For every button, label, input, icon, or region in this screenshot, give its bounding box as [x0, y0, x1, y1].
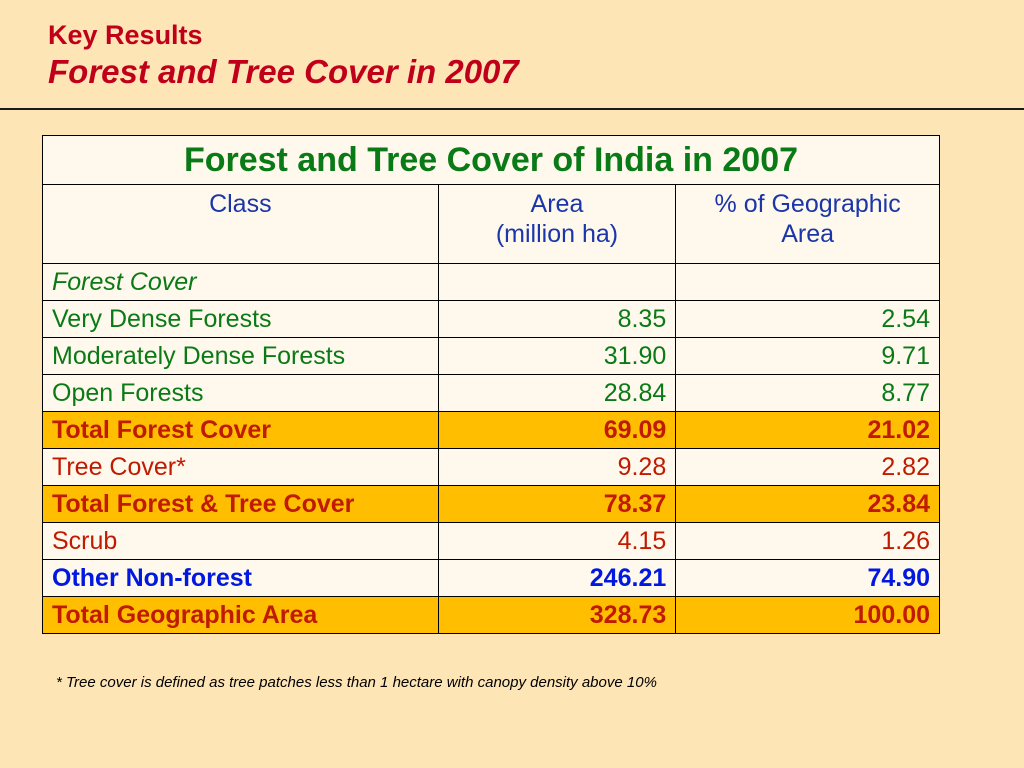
- section-label: Forest Cover: [42, 263, 439, 301]
- total-row: Total Geographic Area 328.73 100.00: [42, 596, 940, 634]
- table-caption: Forest and Tree Cover of India in 2007: [42, 135, 940, 185]
- row-pct: 21.02: [675, 411, 940, 449]
- header-area: Area (million ha): [437, 184, 677, 264]
- row-pct: 74.90: [675, 559, 940, 597]
- row-label: Scrub: [42, 522, 439, 560]
- row-label: Total Geographic Area: [42, 596, 439, 634]
- row-area: 9.28: [437, 448, 677, 486]
- row-pct: 100.00: [675, 596, 940, 634]
- header-class: Class: [42, 184, 439, 264]
- title-divider: [0, 108, 1024, 110]
- row-area: 8.35: [437, 300, 677, 338]
- table-caption-row: Forest and Tree Cover of India in 2007: [42, 135, 940, 185]
- row-area: 4.15: [437, 522, 677, 560]
- row-pct: 2.82: [675, 448, 940, 486]
- title-block: Key Results Forest and Tree Cover in 200…: [48, 18, 519, 92]
- row-pct: 1.26: [675, 522, 940, 560]
- total-row: Total Forest Cover 69.09 21.02: [42, 411, 940, 449]
- row-label: Moderately Dense Forests: [42, 337, 439, 375]
- row-pct: 23.84: [675, 485, 940, 523]
- row-area: 69.09: [437, 411, 677, 449]
- table-row: Scrub 4.15 1.26: [42, 522, 940, 560]
- header-pct-line2: Area: [781, 220, 835, 248]
- table-row: Moderately Dense Forests 31.90 9.71: [42, 337, 940, 375]
- row-label: Total Forest Cover: [42, 411, 439, 449]
- row-pct: 9.71: [675, 337, 940, 375]
- table-row: Very Dense Forests 8.35 2.54: [42, 300, 940, 338]
- table-header-row: Class Area (million ha) % of Geographic Ar…: [42, 184, 940, 264]
- forest-cover-table: Forest and Tree Cover of India in 2007 C…: [42, 135, 940, 634]
- row-pct: 2.54: [675, 300, 940, 338]
- row-pct: 8.77: [675, 374, 940, 412]
- row-label: Total Forest & Tree Cover: [42, 485, 439, 523]
- slide-subtitle: Key Results: [48, 20, 203, 50]
- table-row: Open Forests 28.84 8.77: [42, 374, 940, 412]
- row-label: Very Dense Forests: [42, 300, 439, 338]
- header-class-label: Class: [209, 190, 272, 218]
- row-label: Open Forests: [42, 374, 439, 412]
- footnote: * Tree cover is defined as tree patches …: [56, 674, 657, 691]
- slide-title: Forest and Tree Cover in 2007: [48, 53, 519, 90]
- table-row: Tree Cover* 9.28 2.82: [42, 448, 940, 486]
- row-area: 246.21: [437, 559, 677, 597]
- header-area-line2: (million ha): [495, 220, 619, 248]
- header-pct: % of Geographic Area: [675, 184, 940, 264]
- row-area: 328.73: [437, 596, 677, 634]
- row-label: Tree Cover*: [42, 448, 439, 486]
- section-row: Forest Cover: [42, 263, 940, 301]
- total-row: Total Forest & Tree Cover 78.37 23.84: [42, 485, 940, 523]
- row-area: 78.37: [437, 485, 677, 523]
- row-label: Other Non-forest: [42, 559, 439, 597]
- header-pct-line1: % of Geographic: [714, 190, 901, 218]
- table-row: Other Non-forest 246.21 74.90: [42, 559, 940, 597]
- table-cell: [437, 263, 677, 301]
- table-cell: [675, 263, 940, 301]
- row-area: 31.90: [437, 337, 677, 375]
- row-area: 28.84: [437, 374, 677, 412]
- header-area-line1: Area: [530, 190, 584, 218]
